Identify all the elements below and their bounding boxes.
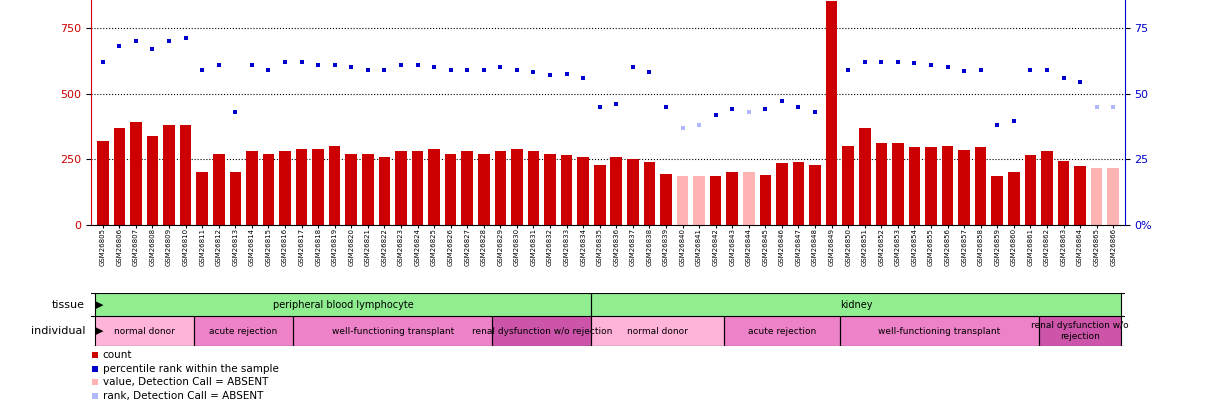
Text: ▶: ▶ [95, 300, 103, 309]
Bar [295, 149, 308, 225]
Bar [643, 162, 655, 225]
Bar [710, 176, 721, 225]
Bar [230, 173, 241, 225]
Bar [428, 149, 440, 225]
Bar [511, 149, 523, 225]
Bar [395, 151, 406, 225]
Bar [1038, 316, 1121, 346]
Bar [840, 316, 1038, 346]
Bar [180, 125, 191, 225]
Bar [1058, 160, 1069, 225]
Text: renal dysfunction w/o rejection: renal dysfunction w/o rejection [472, 326, 612, 335]
Text: normal donor: normal donor [114, 326, 175, 335]
Bar [1008, 173, 1020, 225]
Text: kidney: kidney [840, 300, 873, 309]
Bar [760, 175, 771, 225]
Bar [843, 146, 854, 225]
Bar [593, 164, 606, 225]
Bar [610, 157, 623, 225]
Bar [95, 316, 193, 346]
Text: normal donor: normal donor [627, 326, 688, 335]
Bar [726, 173, 738, 225]
Bar [578, 157, 589, 225]
Bar [495, 151, 506, 225]
Bar [561, 155, 573, 225]
Bar [724, 316, 840, 346]
Bar [627, 159, 638, 225]
Text: count: count [102, 350, 133, 360]
Text: acute rejection: acute rejection [748, 326, 816, 335]
Bar [925, 147, 936, 225]
Bar [445, 154, 456, 225]
Bar [163, 125, 175, 225]
Bar [461, 151, 473, 225]
Bar [293, 316, 492, 346]
Bar [492, 316, 591, 346]
Bar [810, 164, 821, 225]
Bar [858, 128, 871, 225]
Bar [941, 146, 953, 225]
Bar [677, 176, 688, 225]
Bar [545, 154, 556, 225]
Text: ▶: ▶ [95, 326, 103, 336]
Bar [1025, 155, 1036, 225]
Bar [1041, 151, 1053, 225]
Bar [975, 147, 986, 225]
Bar [591, 316, 724, 346]
Text: value, Detection Call = ABSENT: value, Detection Call = ABSENT [102, 377, 268, 387]
Bar [196, 173, 208, 225]
Bar [908, 147, 921, 225]
Bar [130, 122, 142, 225]
Text: acute rejection: acute rejection [209, 326, 277, 335]
Bar [263, 154, 275, 225]
Bar [478, 154, 490, 225]
Text: tissue: tissue [52, 300, 85, 309]
Bar [113, 128, 125, 225]
Bar [693, 176, 705, 225]
Bar [743, 173, 755, 225]
Bar [958, 150, 970, 225]
Bar [328, 146, 340, 225]
Bar [362, 154, 373, 225]
Bar [412, 151, 423, 225]
Bar [1108, 168, 1119, 225]
Bar [1074, 166, 1086, 225]
Bar [876, 143, 888, 225]
Bar [893, 143, 903, 225]
Bar [776, 163, 788, 225]
Bar [313, 149, 323, 225]
Bar [826, 2, 838, 225]
Text: percentile rank within the sample: percentile rank within the sample [102, 364, 278, 374]
Text: well-functioning transplant: well-functioning transplant [878, 326, 1001, 335]
Bar [147, 136, 158, 225]
Bar [1091, 168, 1103, 225]
Bar [660, 174, 671, 225]
Bar [793, 162, 804, 225]
Bar [95, 293, 591, 316]
Text: rank, Detection Call = ABSENT: rank, Detection Call = ABSENT [102, 391, 263, 401]
Bar [193, 316, 293, 346]
Bar [591, 293, 1121, 316]
Bar [378, 157, 390, 225]
Text: peripheral blood lymphocyte: peripheral blood lymphocyte [272, 300, 413, 309]
Bar [345, 154, 358, 225]
Bar [991, 176, 1003, 225]
Bar [213, 154, 225, 225]
Bar [97, 141, 108, 225]
Text: well-functioning transplant: well-functioning transplant [332, 326, 454, 335]
Bar [246, 151, 258, 225]
Text: renal dysfunction w/o
rejection: renal dysfunction w/o rejection [1031, 321, 1128, 341]
Bar [528, 151, 539, 225]
Text: individual: individual [30, 326, 85, 336]
Bar [280, 151, 291, 225]
